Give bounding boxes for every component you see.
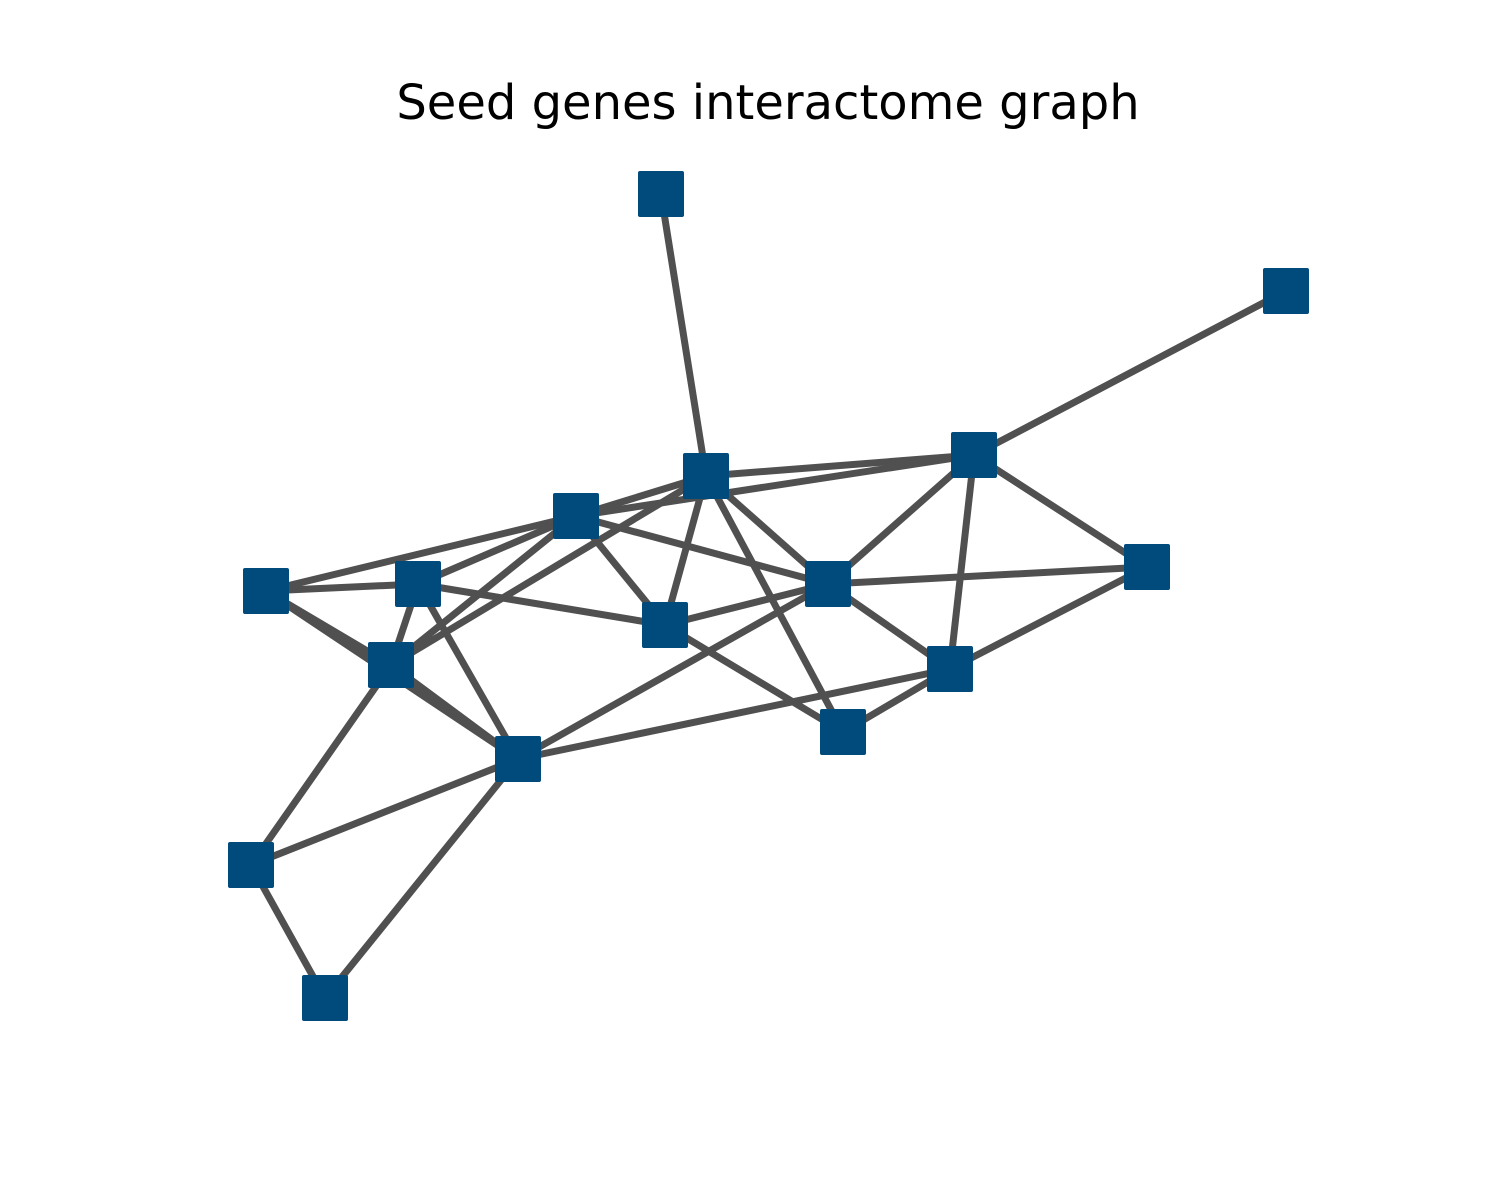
graph-node xyxy=(951,432,997,478)
graph-edge xyxy=(514,580,832,763)
graph-edge xyxy=(387,512,580,669)
graph-node xyxy=(642,602,688,648)
graph-edge xyxy=(970,451,1151,571)
graph-title: Seed genes interactome graph xyxy=(396,75,1140,131)
graph-edge xyxy=(946,451,978,673)
graph-edge xyxy=(321,755,522,1002)
graph-edge xyxy=(262,512,580,595)
graph-node xyxy=(1263,268,1309,314)
graph-edge xyxy=(970,287,1290,459)
graph-node xyxy=(368,642,414,688)
graph-node xyxy=(302,975,348,1021)
graph-node xyxy=(495,736,541,782)
graph-node xyxy=(395,561,441,607)
graph-edge xyxy=(824,451,978,588)
graph-node xyxy=(683,453,729,499)
graph-node xyxy=(553,493,599,539)
graph-node xyxy=(820,709,866,755)
graph-edge xyxy=(946,563,1151,673)
graph-node xyxy=(805,561,851,607)
graph-edge xyxy=(661,580,832,629)
graph-node xyxy=(228,842,274,888)
graph-edge xyxy=(414,580,669,629)
graph-edge xyxy=(572,451,978,520)
graph-node xyxy=(1124,544,1170,590)
graph-edge xyxy=(414,580,522,763)
graph-node xyxy=(927,646,973,692)
graph-edge xyxy=(514,665,954,763)
node-layer xyxy=(228,171,1309,1021)
graph-edge xyxy=(657,190,710,480)
graph-edge xyxy=(247,755,522,869)
graph-edge xyxy=(414,512,580,588)
graph-edge xyxy=(824,563,1151,588)
graph-edge xyxy=(247,661,395,869)
graph-node xyxy=(243,568,289,614)
graph-edge xyxy=(661,472,710,629)
graph-edge xyxy=(661,621,847,736)
graph-edge xyxy=(262,580,422,595)
graph-edge xyxy=(702,472,847,736)
graph-node xyxy=(638,171,684,217)
